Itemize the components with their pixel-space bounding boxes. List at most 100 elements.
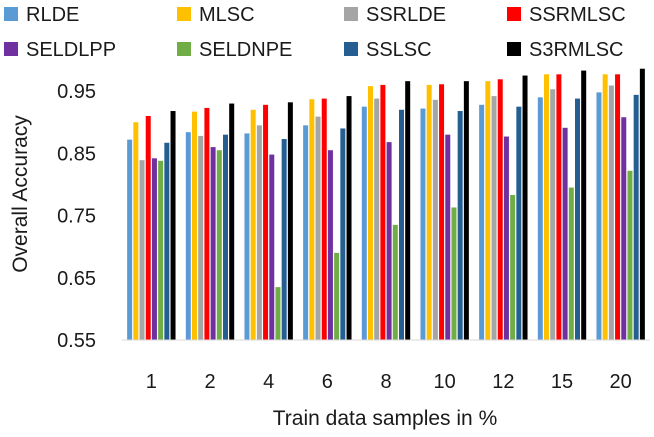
bars: [127, 68, 645, 341]
bar-sslsc-15: [575, 98, 580, 340]
bar-ssrmlsc-8: [380, 84, 386, 340]
x-tick-label: 10: [434, 371, 456, 393]
bar-ssrlde-12: [491, 96, 497, 340]
bar-seldlpp-1: [151, 158, 157, 340]
bar-seldnpe-12: [510, 195, 516, 340]
bar-rlde-10: [420, 108, 426, 341]
y-axis-ticks: 0.55 0.65 0.75 0.85 0.95: [57, 81, 96, 352]
legend-label-ssrmlsc: SSRMLSC: [529, 4, 626, 26]
bar-mlsc-15: [544, 74, 549, 341]
y-tick-label: 0.55: [57, 330, 96, 352]
bar-s3rmlsc-15: [581, 70, 587, 341]
bar-s3rmlsc-6: [346, 96, 352, 340]
legend-swatch-ssrlde: [344, 7, 358, 21]
legend-swatch-ssrmlsc: [507, 7, 521, 21]
legend-label-ssrlde: SSRLDE: [366, 4, 446, 26]
y-tick-label: 0.75: [57, 206, 96, 228]
bar-sslsc-8: [399, 109, 404, 341]
bar-mlsc-20: [602, 74, 608, 341]
bar-ssrmlsc-12: [497, 79, 503, 341]
bar-rlde-2: [185, 132, 191, 340]
bar-ssrlde-10: [432, 99, 438, 340]
x-axis-label: Train data samples in %: [273, 407, 498, 430]
legend-label-seldlpp: SELDLPP: [26, 39, 116, 61]
bar-ssrmlsc-15: [556, 74, 562, 341]
bar-ssrmlsc-1: [145, 116, 151, 340]
bar-rlde-12: [479, 104, 485, 340]
bar-sslsc-6: [340, 128, 346, 340]
x-tick-label: 15: [551, 371, 573, 393]
bar-seldnpe-1: [158, 160, 164, 340]
bar-mlsc-2: [192, 111, 197, 341]
bar-seldlpp-20: [621, 117, 627, 340]
bar-seldnpe-6: [334, 252, 340, 340]
bar-seldnpe-8: [392, 224, 398, 340]
bar-rlde-4: [244, 133, 250, 340]
y-tick-label: 0.95: [57, 81, 96, 103]
x-tick-label: 6: [322, 371, 333, 393]
x-tick-label: 4: [263, 371, 274, 393]
legend-swatch-seldlpp: [4, 42, 18, 56]
bar-rlde-1: [127, 139, 133, 340]
x-tick-label: 8: [380, 371, 391, 393]
x-tick-label: 12: [492, 371, 514, 393]
bar-seldnpe-2: [216, 150, 222, 340]
legend-label-sslsc: SSLSC: [366, 39, 432, 61]
legend-label-rlde: RLDE: [26, 4, 79, 26]
bar-s3rmlsc-4: [287, 102, 293, 340]
bar-seldlpp-6: [327, 150, 333, 340]
x-axis-ticks: 1 2 4 6 8 10 12 15 20: [146, 371, 632, 393]
bar-mlsc-4: [250, 109, 256, 341]
bar-sslsc-4: [281, 139, 287, 340]
bar-ssrmlsc-4: [263, 104, 269, 340]
bar-ssrmlsc-10: [439, 84, 445, 341]
legend-swatch-rlde: [4, 7, 18, 21]
bar-sslsc-1: [164, 142, 170, 340]
bar-seldlpp-8: [386, 142, 392, 340]
bar-ssrmlsc-20: [615, 74, 621, 341]
bar-seldnpe-20: [627, 170, 633, 340]
bar-rlde-8: [361, 106, 367, 341]
legend-swatch-mlsc: [177, 7, 191, 21]
bar-s3rmlsc-10: [463, 81, 469, 341]
bar-ssrmlsc-6: [321, 98, 327, 340]
bar-seldlpp-2: [210, 147, 216, 340]
bar-s3rmlsc-8: [405, 81, 411, 341]
bar-seldlpp-12: [503, 136, 509, 340]
bar-ssrmlsc-2: [204, 107, 210, 341]
bar-ssrlde-2: [198, 135, 204, 340]
bar-ssrlde-1: [139, 160, 145, 340]
bar-mlsc-10: [426, 84, 432, 340]
bar-s3rmlsc-12: [522, 75, 528, 341]
y-tick-label: 0.85: [57, 143, 96, 165]
bar-seldlpp-10: [445, 134, 451, 340]
bar-ssrlde-6: [315, 116, 321, 340]
bar-seldlpp-15: [562, 127, 568, 340]
bar-s3rmlsc-2: [229, 103, 235, 340]
bar-mlsc-12: [485, 81, 491, 341]
bar-rlde-20: [596, 92, 602, 340]
legend-label-mlsc: MLSC: [199, 4, 255, 26]
legend-swatch-s3rmlsc: [507, 42, 521, 56]
y-tick-label: 0.65: [57, 268, 96, 290]
bar-rlde-15: [537, 97, 543, 340]
legend-label-s3rmlsc: S3RMLSC: [529, 39, 623, 61]
bar-ssrlde-8: [374, 98, 380, 340]
bar-ssrlde-4: [256, 125, 262, 340]
y-axis-label: Overall Accuracy: [9, 115, 32, 273]
bar-sslsc-12: [516, 106, 522, 341]
x-tick-label: 20: [610, 371, 632, 393]
x-tick-label: 1: [146, 371, 157, 393]
bar-s3rmlsc-1: [170, 111, 176, 341]
bar-mlsc-1: [133, 122, 139, 340]
legend: RLDE MLSC SSRLDE SSRMLSC SELDLPP SELDNPE SSLSC…: [4, 4, 626, 61]
bar-sslsc-20: [633, 94, 639, 340]
bar-seldnpe-4: [275, 287, 281, 340]
bar-mlsc-8: [368, 86, 373, 340]
legend-swatch-seldnpe: [177, 42, 191, 56]
bar-ssrlde-20: [608, 85, 614, 340]
bar-rlde-6: [303, 125, 309, 340]
x-tick-label: 2: [204, 371, 215, 393]
